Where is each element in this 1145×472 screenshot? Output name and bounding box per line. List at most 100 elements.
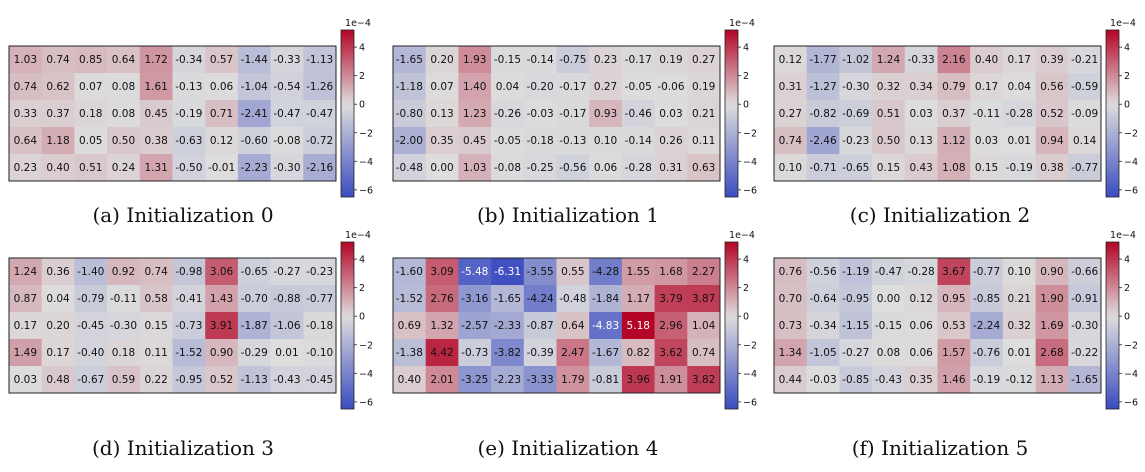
cell-value-label: 0.55 (561, 266, 584, 278)
heatmap-cell (491, 154, 525, 182)
heatmap-cell (107, 46, 141, 74)
heatmap-cell (839, 312, 873, 340)
heatmap-cell (107, 127, 141, 155)
cell-value-label: 0.08 (112, 81, 135, 93)
heatmap-cell (589, 100, 623, 128)
heatmap-cell (1068, 366, 1102, 394)
heatmap-cell (270, 366, 304, 394)
cell-value-label: -0.28 (908, 266, 935, 278)
colorbar (1105, 29, 1120, 198)
heatmap-cell (9, 312, 42, 340)
cell-value-label: -0.77 (306, 293, 333, 305)
heatmap-cell (491, 100, 525, 128)
heatmap-cell (74, 73, 108, 101)
heatmap-cell (425, 100, 459, 128)
heatmap-cell (556, 100, 590, 128)
heatmap-cell (172, 285, 206, 313)
heatmap-cell (74, 46, 108, 74)
cell-value-label: -0.03 (527, 108, 554, 120)
cell-value-label: 1.61 (144, 81, 167, 93)
heatmap-cell (523, 339, 557, 367)
cell-value-label: -2.16 (306, 162, 333, 174)
colorbar-tick-label: −6 (1124, 185, 1138, 196)
heatmap-cell (205, 46, 239, 74)
heatmap-cell (172, 127, 206, 155)
heatmap-cell (172, 366, 206, 394)
heatmap-cell (303, 46, 337, 74)
cell-value-label: 0.50 (112, 135, 135, 147)
heatmap-cell (1002, 312, 1036, 340)
cell-value-label: -0.14 (527, 54, 554, 66)
heatmap-cell (270, 46, 304, 74)
heatmap-cell (393, 258, 426, 286)
heatmap-cell (872, 366, 906, 394)
heatmap-cell (937, 46, 971, 74)
heatmap-cell (523, 312, 557, 340)
panel-caption-f: (f) Initialization 5 (851, 436, 1029, 460)
heatmap-cell (523, 366, 557, 394)
cell-value-label: 3.06 (210, 266, 234, 278)
cell-value-label: 0.19 (692, 81, 715, 93)
cell-value-label: -0.88 (273, 293, 300, 305)
heatmap-cell (9, 285, 42, 313)
heatmap-cell (523, 154, 557, 182)
colorbar-tick-label: 2 (1124, 71, 1130, 82)
heatmap-cell (205, 366, 239, 394)
cell-value-label: 0.06 (594, 162, 618, 174)
heatmap-cell (425, 154, 459, 182)
cell-value-label: 1.91 (659, 374, 682, 386)
cell-value-label: 0.52 (210, 374, 233, 386)
colorbar-tick-label: −2 (359, 128, 373, 139)
cell-value-label: 1.13 (1040, 374, 1063, 386)
cell-value-label: 0.27 (692, 54, 715, 66)
heatmap-cell (425, 366, 459, 394)
cell-value-label: -1.13 (241, 374, 268, 386)
cell-value-label: 0.52 (1040, 108, 1063, 120)
heatmap-cell (589, 73, 623, 101)
cell-value-label: 1.90 (1040, 293, 1063, 305)
cell-value-label: 0.53 (942, 320, 965, 332)
heatmap-cell (393, 100, 426, 128)
cell-value-label: -1.13 (306, 54, 333, 66)
cell-value-label: -0.95 (175, 374, 202, 386)
cell-value-label: 0.31 (779, 81, 802, 93)
cell-value-label: 0.71 (210, 108, 233, 120)
heatmap-cell (937, 127, 971, 155)
heatmap-cell (237, 154, 271, 182)
cell-value-label: 0.64 (561, 320, 585, 332)
heatmap-frame (773, 257, 1102, 394)
cell-value-label: 0.32 (1008, 320, 1031, 332)
colorbar-tick-label: −6 (359, 397, 373, 408)
cell-value-label: -0.29 (241, 347, 268, 359)
colorbar-tick-label: 4 (1124, 43, 1130, 54)
heatmap-cell (107, 73, 141, 101)
cell-value-label: -0.19 (973, 374, 1000, 386)
heatmap-cell (621, 154, 655, 182)
cell-value-label: 0.63 (692, 162, 715, 174)
heatmap-cell (9, 339, 42, 367)
heatmap-cell (904, 100, 938, 128)
heatmap-cell (556, 312, 590, 340)
cell-value-label: -0.64 (809, 293, 836, 305)
cell-value-label: -0.76 (973, 347, 1000, 359)
cell-value-label: 1.24 (877, 54, 901, 66)
heatmap-cell (303, 127, 337, 155)
heatmap-cell (523, 73, 557, 101)
cell-value-label: 0.90 (210, 347, 233, 359)
cell-value-label: 0.34 (909, 81, 933, 93)
heatmap-cell (74, 366, 108, 394)
cell-value-label: 0.11 (144, 347, 167, 359)
heatmap-cell (107, 285, 141, 313)
cell-value-label: 0.64 (14, 135, 38, 147)
heatmap-cell (1002, 46, 1036, 74)
heatmap-cell (491, 339, 525, 367)
cell-value-label: 0.06 (909, 347, 933, 359)
colorbar-tick-label: −6 (1124, 397, 1138, 408)
heatmap-cell (491, 366, 525, 394)
heatmap-cell (556, 154, 590, 182)
heatmap-cell (270, 73, 304, 101)
heatmap-cell (589, 46, 623, 74)
heatmap-cell (806, 127, 840, 155)
colorbar-tick-label: 2 (743, 71, 749, 82)
heatmap-cell (393, 339, 426, 367)
